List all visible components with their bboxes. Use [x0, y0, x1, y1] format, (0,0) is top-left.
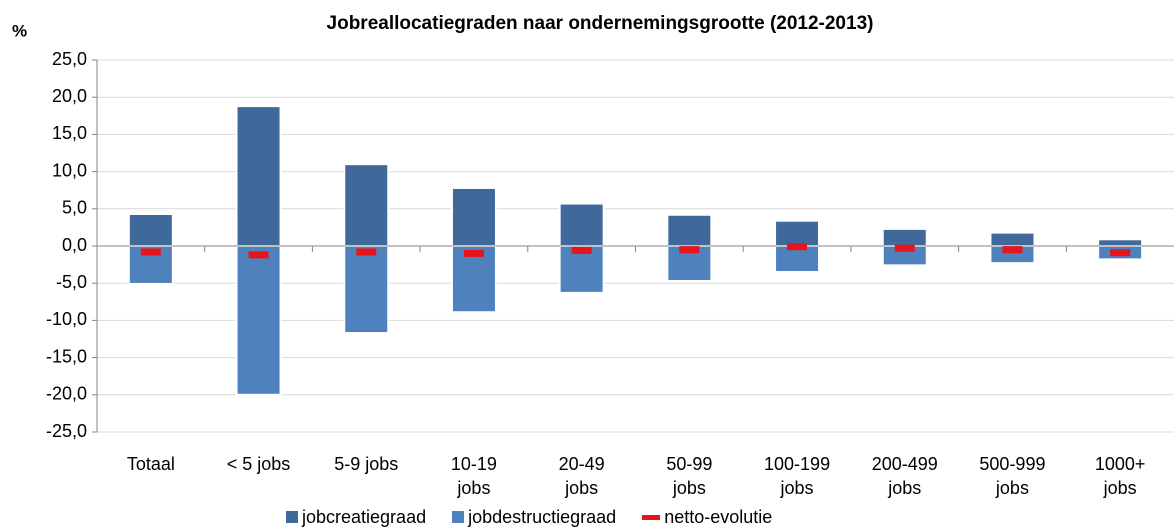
bar [666, 213, 713, 247]
legend-swatch [452, 511, 465, 523]
netto-marker [571, 246, 592, 254]
x-tick-label: Totaal [126, 454, 175, 474]
bar [235, 105, 282, 247]
y-tick-label: -25,0 [46, 421, 87, 441]
netto-marker [356, 248, 377, 256]
bar [774, 245, 821, 274]
bar [1097, 238, 1144, 248]
x-tick-label: 20-49 jobs [558, 454, 605, 498]
bar [774, 219, 821, 247]
legend-label: jobdestructiegraad [468, 507, 617, 527]
bar [127, 213, 174, 247]
netto-marker [248, 251, 269, 259]
legend-swatch [642, 514, 661, 520]
y-tick-label: 25,0 [52, 49, 87, 69]
legend-label: netto-evolutie [664, 507, 773, 527]
legend: jobcreatiegraad jobdestructiegraad netto-e… [286, 506, 772, 528]
x-tick-label: 50-99 jobs [666, 454, 713, 498]
netto-marker [679, 246, 700, 254]
x-tick-label: < 5 jobs [226, 454, 291, 474]
netto-marker [1002, 246, 1023, 254]
bar [450, 245, 497, 314]
x-tick-label: 5-9 jobs [334, 454, 399, 474]
y-tick-label: 20,0 [52, 86, 87, 106]
netto-marker [1110, 249, 1131, 257]
bar [235, 245, 282, 396]
y-axis-label: % [12, 21, 27, 40]
legend-label: jobcreatiegraad [302, 507, 427, 527]
netto-marker [787, 243, 808, 251]
x-tick-label: 10-19 jobs [450, 454, 497, 498]
chart-title: Jobreallocatiegraden naar ondernemingsgr… [327, 13, 874, 34]
x-tick-label: 1000+ jobs [1094, 454, 1146, 498]
x-tick-label: 100-199 jobs [764, 454, 831, 498]
legend-item: netto-evolutie [642, 506, 772, 528]
legend-swatch [286, 511, 298, 523]
y-tick-label: 10,0 [52, 160, 87, 180]
netto-marker [140, 248, 161, 256]
bar [989, 231, 1036, 248]
x-tick-label: 200-499 jobs [871, 454, 938, 498]
netto-marker [463, 249, 484, 257]
y-tick-label: -20,0 [46, 384, 87, 404]
y-tick-label: -5,0 [56, 272, 87, 292]
bar [558, 202, 605, 247]
y-tick-label: 15,0 [52, 123, 87, 143]
x-tick-label: 500-999 jobs [979, 454, 1046, 498]
bar [450, 186, 497, 248]
legend-item: jobcreatiegraad [286, 506, 426, 528]
y-tick-label: 5,0 [62, 198, 87, 218]
y-tick-label: 0,0 [62, 235, 87, 255]
legend-item: jobdestructiegraad [452, 506, 616, 528]
bar [343, 245, 390, 335]
y-tick-label: -10,0 [46, 309, 87, 329]
y-tick-label: -15,0 [46, 346, 87, 366]
bar [881, 227, 928, 247]
bar [343, 163, 390, 247]
netto-marker [894, 244, 915, 252]
